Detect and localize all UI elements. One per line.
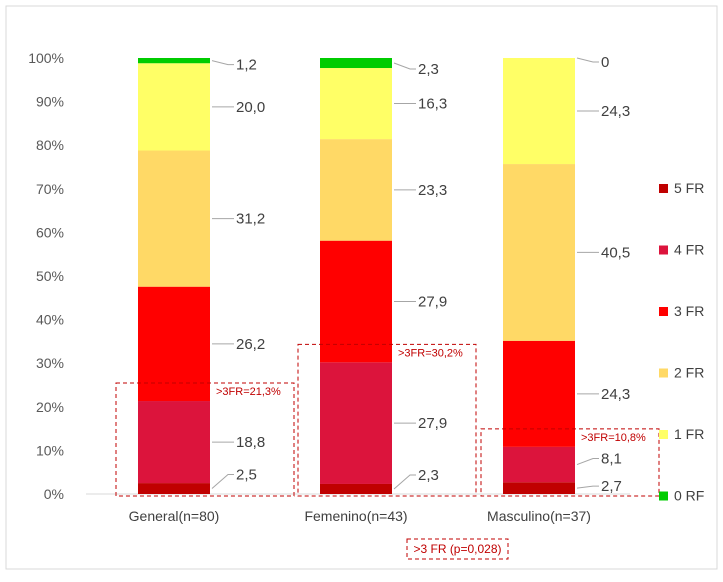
data-label: 16,3 <box>418 96 447 113</box>
legend-swatch <box>659 245 668 255</box>
annotation-box <box>297 343 477 497</box>
y-tick-label: 0% <box>44 486 64 502</box>
bar-segment <box>138 58 210 64</box>
y-tick-label: 70% <box>36 181 64 197</box>
data-label: 31,2 <box>236 211 265 228</box>
bar-segment <box>320 240 392 363</box>
legend-label: 3 FR <box>674 303 704 319</box>
legend-label: 5 FR <box>674 180 704 196</box>
legend-swatch <box>659 368 668 378</box>
data-label: 40,5 <box>601 244 630 261</box>
bar-segment <box>503 446 575 483</box>
data-label: 2,5 <box>236 467 257 484</box>
leader-line <box>576 458 599 466</box>
legend-label: 0 RF <box>674 488 704 504</box>
data-label: 0 <box>601 54 609 71</box>
leader-line <box>211 60 234 66</box>
data-label: 24,3 <box>601 386 630 403</box>
data-label: 23,3 <box>418 182 447 199</box>
bar-segment <box>503 164 575 341</box>
bar-segment <box>320 362 392 484</box>
leader-line <box>393 474 416 490</box>
x-category-label: Masculino(n=37) <box>487 508 591 524</box>
annotation-label: >3FR=21,3% <box>216 386 281 398</box>
bar-segment <box>503 482 575 494</box>
annotation-box <box>115 382 295 497</box>
y-tick-label: 40% <box>36 312 64 328</box>
data-label: 27,9 <box>418 294 447 311</box>
data-label: 8,1 <box>601 451 622 468</box>
data-label: 27,9 <box>418 415 447 432</box>
legend-label: 2 FR <box>674 365 704 381</box>
footnote-box <box>406 538 509 560</box>
data-label: 18,8 <box>236 434 265 451</box>
y-tick-label: 80% <box>36 137 64 153</box>
legend-swatch <box>659 184 668 193</box>
y-tick-label: 10% <box>36 442 64 458</box>
data-label: 2,3 <box>418 61 439 78</box>
leader-line <box>211 474 234 489</box>
bar-segment <box>503 340 575 447</box>
y-tick-label: 30% <box>36 355 64 371</box>
x-category-label: Femenino(n=43) <box>304 508 407 524</box>
bar-segment <box>138 63 210 151</box>
y-tick-label: 50% <box>36 268 64 284</box>
data-label: 20,0 <box>236 99 265 116</box>
y-tick-label: 20% <box>36 399 64 415</box>
y-tick-label: 60% <box>36 224 64 240</box>
leader-line <box>576 485 599 489</box>
legend-swatch <box>659 491 668 501</box>
legend-swatch <box>659 430 668 439</box>
annotation-box <box>480 428 660 497</box>
data-label: 2,7 <box>601 478 622 495</box>
x-category-label: General(n=80) <box>129 508 220 524</box>
legend-label: 4 FR <box>674 242 704 258</box>
annotation-label: >3FR=10,8% <box>581 432 646 444</box>
data-label: 1,2 <box>236 57 257 74</box>
annotation-label: >3FR=30,2% <box>398 347 463 359</box>
bar-segment <box>138 483 210 494</box>
bar-segment <box>138 150 210 287</box>
footnote-text: >3 FR (p=0,028) <box>413 542 501 556</box>
data-label: 2,3 <box>418 467 439 484</box>
data-label: 24,3 <box>601 103 630 120</box>
leader-line <box>576 57 599 63</box>
y-tick-label: 100% <box>28 50 64 66</box>
bar-segment <box>320 68 392 140</box>
leader-line <box>393 62 416 70</box>
y-tick-label: 90% <box>36 94 64 110</box>
bar-segment <box>503 58 575 165</box>
data-label: 26,2 <box>236 336 265 353</box>
legend-label: 1 FR <box>674 426 704 442</box>
bar-segment <box>320 483 392 494</box>
bar-segment <box>138 286 210 402</box>
bar-segment <box>320 139 392 241</box>
bar-segment <box>138 401 210 484</box>
bar-segment <box>320 58 392 69</box>
legend-swatch <box>659 307 668 316</box>
